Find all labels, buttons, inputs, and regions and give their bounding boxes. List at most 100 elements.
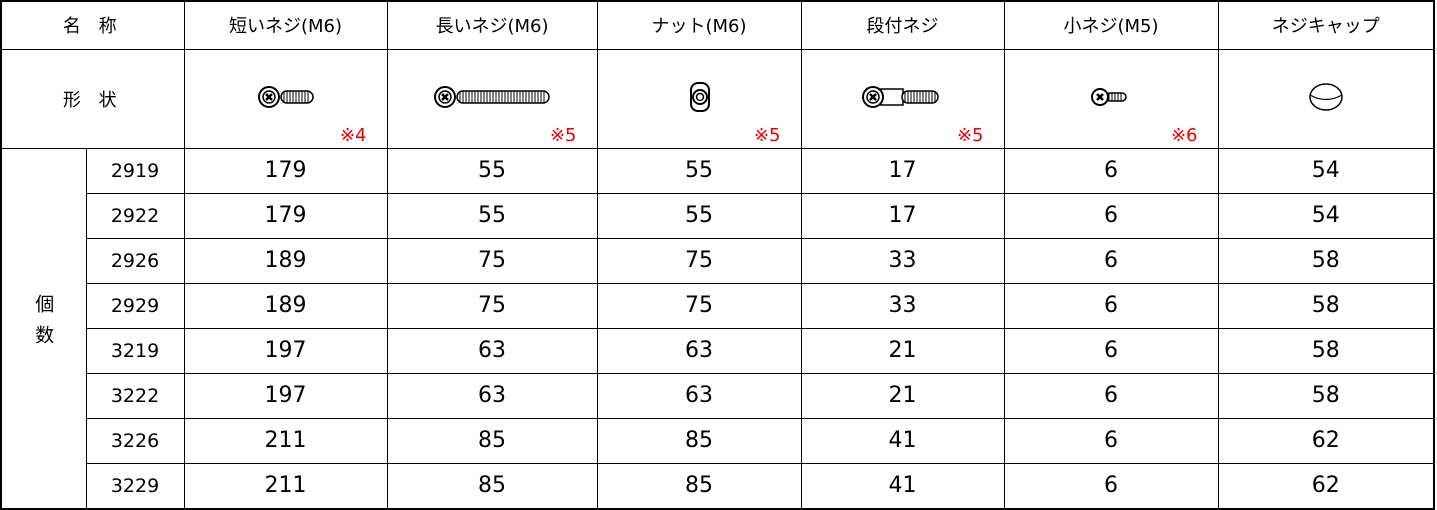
data-row: 3222 197 63 63 21 6 58 <box>1 372 1435 419</box>
count-cell: 58 <box>1217 327 1435 374</box>
shape-box: ※4 <box>185 50 387 148</box>
count-cell: 62 <box>1217 462 1435 509</box>
count-cell: 41 <box>800 462 1005 509</box>
count-cell: 6 <box>1003 282 1219 329</box>
count-cell: 41 <box>800 417 1005 464</box>
model-cell: 2922 <box>85 192 185 239</box>
count-cell: 197 <box>183 372 388 419</box>
count-cell: 189 <box>183 237 388 284</box>
count-text: 個数 <box>32 294 55 356</box>
count-cell: 63 <box>596 372 802 419</box>
shape-cell: ※5 <box>800 48 1005 149</box>
count-cell: 6 <box>1003 417 1219 464</box>
shape-row: 形 状 ※4 ※5 ※5 ※5 ※6 <box>0 48 1435 149</box>
shape-cell: ※6 <box>1003 48 1219 149</box>
count-cell: 58 <box>1217 372 1435 419</box>
column-header: ネジキャップ <box>1217 0 1435 50</box>
shape-box: ※6 <box>1005 50 1218 148</box>
count-cell: 54 <box>1217 192 1435 239</box>
count-cell: 179 <box>183 147 388 194</box>
count-cell: 33 <box>800 282 1005 329</box>
shape-cell: ※5 <box>386 48 598 149</box>
data-row: 2929 189 75 75 33 6 58 <box>1 282 1435 329</box>
data-row: 3219 197 63 63 21 6 58 <box>1 327 1435 374</box>
count-cell: 75 <box>596 237 802 284</box>
note: ※5 <box>549 124 577 146</box>
part-icon <box>1086 77 1136 121</box>
column-header: ナット(M6) <box>596 0 802 50</box>
model-cell: 3226 <box>85 417 185 464</box>
count-cell: 21 <box>800 327 1005 374</box>
shape-cell: ※5 <box>596 48 802 149</box>
data-row: 2926 189 75 75 33 6 58 <box>1 237 1435 284</box>
data-row: 2922 179 55 55 17 6 54 <box>1 192 1435 239</box>
count-cell: 6 <box>1003 327 1219 374</box>
note: ※6 <box>1170 124 1198 146</box>
count-cell: 211 <box>183 417 388 464</box>
part-icon <box>679 77 719 121</box>
count-cell: 21 <box>800 372 1005 419</box>
count-cell: 55 <box>386 147 598 194</box>
count-cell: 6 <box>1003 237 1219 284</box>
name-label: 名 称 <box>0 0 185 50</box>
shape-cell <box>1217 48 1435 149</box>
count-cell: 6 <box>1003 192 1219 239</box>
count-cell: 85 <box>386 417 598 464</box>
data-row: 3226 211 85 85 41 6 62 <box>1 417 1435 464</box>
count-cell: 33 <box>800 237 1005 284</box>
model-cell: 2929 <box>85 282 185 329</box>
data-row: 個数 2919 179 55 55 17 6 54 <box>0 147 1435 509</box>
count-cell: 62 <box>1217 417 1435 464</box>
count-cell: 75 <box>386 282 598 329</box>
count-cell: 6 <box>1003 147 1219 194</box>
shape-box: ※5 <box>388 50 597 148</box>
header-row: 名 称短いネジ(M6) 長いネジ(M6) ナット(M6) 段付ネジ 小ネジ(M5) ネジキ… <box>0 0 1435 50</box>
part-icon <box>251 77 321 121</box>
model-cell: 2926 <box>85 237 185 284</box>
column-header: 段付ネジ <box>800 0 1005 50</box>
shape-box: ※5 <box>802 50 1004 148</box>
count-cell: 75 <box>596 282 802 329</box>
count-cell: 75 <box>386 237 598 284</box>
shape-box <box>1219 50 1434 148</box>
count-cell: 189 <box>183 282 388 329</box>
count-cell: 63 <box>386 327 598 374</box>
count-cell: 63 <box>386 372 598 419</box>
column-header: 短いネジ(M6) <box>183 0 388 50</box>
count-cell: 55 <box>386 192 598 239</box>
note: ※5 <box>956 124 984 146</box>
model-cell: 3229 <box>85 462 185 509</box>
count-cell: 85 <box>596 417 802 464</box>
shape-box: ※5 <box>598 50 801 148</box>
count-cell: 6 <box>1003 462 1219 509</box>
count-cell: 179 <box>183 192 388 239</box>
count-cell: 55 <box>596 192 802 239</box>
shape-cell: ※4 <box>183 48 388 149</box>
part-icon <box>855 77 950 121</box>
count-cell: 197 <box>183 327 388 374</box>
count-cell: 17 <box>800 147 1005 194</box>
count-cell: 63 <box>596 327 802 374</box>
model-cell: 2919 <box>85 147 185 194</box>
count-cell: 58 <box>1217 282 1435 329</box>
count-cell: 54 <box>1217 147 1435 194</box>
count-label: 個数 <box>0 147 87 509</box>
note: ※4 <box>339 124 367 146</box>
part-icon <box>427 77 557 121</box>
data-row: 3229 211 85 85 41 6 62 <box>1 462 1435 509</box>
part-icon <box>1304 77 1348 121</box>
model-cell: 3219 <box>85 327 185 374</box>
column-header: 小ネジ(M5) <box>1003 0 1219 50</box>
count-cell: 85 <box>386 462 598 509</box>
count-cell: 211 <box>183 462 388 509</box>
model-cell: 3222 <box>85 372 185 419</box>
count-cell: 55 <box>596 147 802 194</box>
shape-label: 形 状 <box>0 48 185 149</box>
count-cell: 6 <box>1003 372 1219 419</box>
note: ※5 <box>753 124 781 146</box>
count-cell: 17 <box>800 192 1005 239</box>
count-cell: 58 <box>1217 237 1435 284</box>
column-header: 長いネジ(M6) <box>386 0 598 50</box>
